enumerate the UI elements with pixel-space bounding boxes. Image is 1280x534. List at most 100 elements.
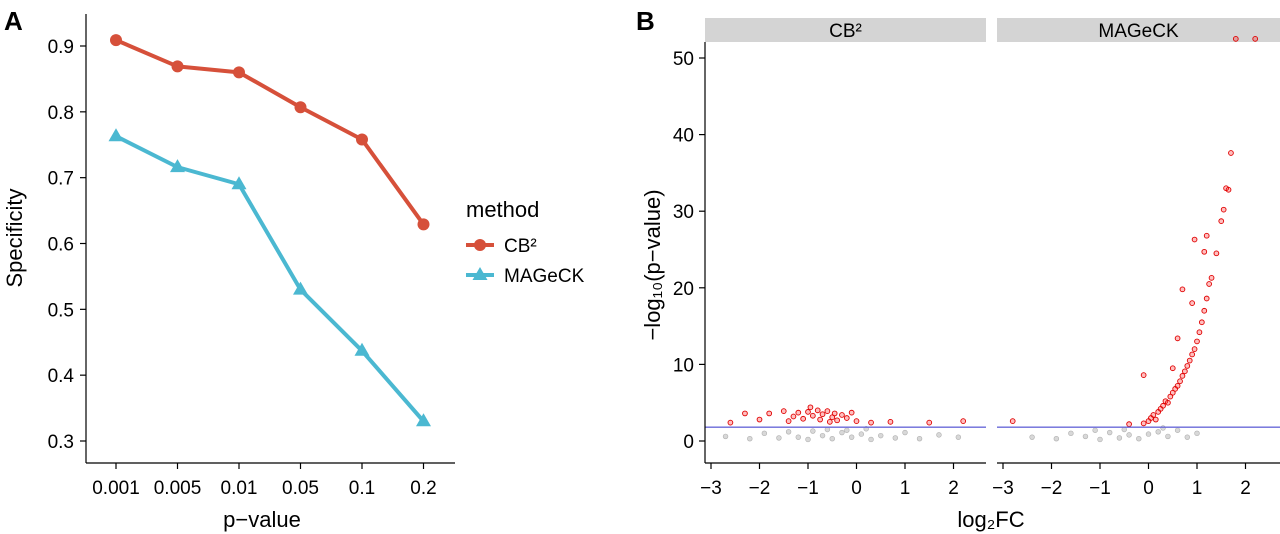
point-nonsignificant <box>1097 436 1103 443</box>
b-y-axis-title: −log₁₀(p−value) <box>640 189 665 340</box>
facet-strip <box>705 18 986 42</box>
b-x-tick-label: −3 <box>700 478 722 499</box>
point-significant <box>960 418 967 424</box>
point-significant <box>1191 236 1198 243</box>
a-x-tick-label: 0.2 <box>410 478 436 499</box>
point-nonsignificant <box>1126 432 1132 438</box>
point-nonsignificant <box>892 435 898 441</box>
point-nonsignificant <box>1165 433 1171 440</box>
point-significant <box>853 418 860 424</box>
point-significant <box>839 412 845 418</box>
legend-key-marker <box>472 267 488 280</box>
point-nonsignificant <box>829 436 835 442</box>
point-nonsignificant <box>1155 429 1161 435</box>
b-x-tick-label: 1 <box>900 478 911 499</box>
point-nonsignificant <box>1082 433 1089 440</box>
point-significant <box>805 409 811 415</box>
data-point-mageck <box>231 176 247 190</box>
series-line-cb2 <box>115 38 426 226</box>
point-significant <box>843 415 850 421</box>
point-significant <box>1174 382 1181 389</box>
point-significant <box>1203 295 1210 302</box>
point-significant <box>809 412 816 419</box>
point-significant <box>1189 351 1196 358</box>
point-significant <box>727 419 734 426</box>
point-significant <box>1140 372 1147 378</box>
legend-title: method <box>466 197 539 222</box>
point-significant <box>1179 286 1186 293</box>
a-x-tick-label: 0.001 <box>92 478 140 499</box>
a-x-tick-label: 0.1 <box>349 478 375 499</box>
point-significant <box>1225 186 1232 193</box>
a-y-axis-title: Specificity <box>2 188 27 287</box>
point-nonsignificant <box>848 434 855 440</box>
b-x-tick-label: 2 <box>948 478 959 499</box>
b-x-tick-label: −2 <box>1041 478 1063 499</box>
data-point-mageck <box>170 159 185 173</box>
point-significant <box>756 416 763 423</box>
point-significant <box>1126 421 1132 427</box>
point-nonsignificant <box>844 427 850 433</box>
point-significant <box>1213 250 1220 257</box>
point-nonsignificant <box>936 432 942 438</box>
point-nonsignificant <box>1053 436 1060 442</box>
point-significant <box>1252 35 1259 42</box>
legend-label: CB² <box>504 236 537 257</box>
point-significant <box>1220 206 1227 213</box>
point-significant <box>1194 338 1200 345</box>
data-point-cb2 <box>233 66 245 79</box>
a-y-tick-label: 0.3 <box>48 432 74 453</box>
a-y-tick-label: 0.5 <box>48 300 74 321</box>
point-nonsignificant <box>1174 427 1181 433</box>
point-significant <box>1228 150 1234 156</box>
point-nonsignificant <box>1160 425 1166 431</box>
panel-letter-a: A <box>4 6 23 36</box>
point-nonsignificant <box>868 436 874 443</box>
point-nonsignificant <box>955 434 962 440</box>
b-x-tick-label: 2 <box>1240 478 1251 499</box>
legend-key-marker <box>474 239 486 251</box>
point-nonsignificant <box>1184 434 1191 440</box>
b-x-tick-label: 0 <box>1143 478 1154 499</box>
point-significant <box>826 419 833 425</box>
point-nonsignificant <box>747 436 753 442</box>
point-significant <box>926 419 933 426</box>
point-nonsignificant <box>902 429 908 436</box>
facet-mageck: MAGeCK −3 −2 −1 0 1 2 <box>992 18 1280 499</box>
a-y-tick-label: 0.8 <box>48 103 74 124</box>
point-significant <box>785 418 792 424</box>
facet-strip-label: MAGeCK <box>1098 21 1179 42</box>
point-significant <box>1150 412 1157 418</box>
point-nonsignificant <box>1194 430 1200 437</box>
b-x-tick-label: −1 <box>797 478 819 499</box>
point-nonsignificant <box>878 432 884 439</box>
point-significant <box>831 410 838 417</box>
point-nonsignificant <box>1029 434 1035 440</box>
facet-strip <box>997 18 1280 42</box>
point-significant <box>1009 418 1016 424</box>
data-point-cb2 <box>417 218 430 231</box>
point-significant <box>1196 329 1203 336</box>
point-significant <box>795 409 802 416</box>
point-significant <box>1198 319 1205 326</box>
a-y-tick-label: 0.4 <box>48 366 75 387</box>
point-significant <box>1169 365 1176 372</box>
point-nonsignificant <box>1136 436 1142 442</box>
point-nonsignificant <box>795 434 801 440</box>
b-y-tick-label: 50 <box>673 49 694 70</box>
point-significant <box>780 408 787 414</box>
point-nonsignificant <box>858 431 865 437</box>
point-nonsignificant <box>1068 430 1074 437</box>
point-significant <box>1232 35 1239 42</box>
point-significant <box>790 413 797 420</box>
point-significant <box>819 411 826 418</box>
point-significant <box>742 410 748 417</box>
point-nonsignificant <box>1106 429 1113 436</box>
point-significant <box>807 404 814 411</box>
point-nonsignificant <box>785 429 792 435</box>
a-y-tick-label: 0.7 <box>48 169 74 190</box>
data-point-cb2 <box>356 133 368 146</box>
series-line-mageck <box>115 134 426 423</box>
